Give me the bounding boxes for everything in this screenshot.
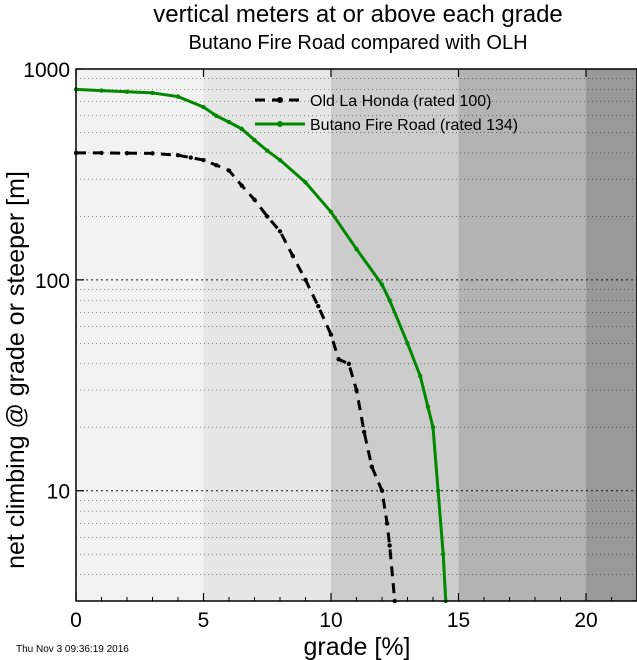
series-1-point-20: [430, 425, 436, 430]
series-1-point-21: [435, 488, 441, 493]
series-0-point-4: [175, 153, 181, 158]
grid-lines: [76, 78, 637, 576]
series-1-point-9: [252, 137, 257, 143]
series-0-point-3: [150, 151, 155, 156]
series-0-point-23: [384, 521, 390, 526]
series-0-point-24: [387, 543, 392, 548]
series-layer: [73, 87, 448, 604]
series-0-point-1: [99, 150, 104, 156]
series-1-point-4: [175, 94, 181, 99]
band-1: [203, 69, 331, 601]
series-1-point-22: [441, 552, 446, 557]
series-1-point-14: [354, 246, 359, 252]
y-axis-label: net climbing @ grade or steeper [m]: [2, 171, 30, 569]
legend: Old La Honda (rated 100) Butano Fire Roa…: [255, 93, 518, 134]
series-1-point-19: [425, 404, 431, 410]
series-1-point-16: [387, 298, 392, 303]
legend-entry-olh: Old La Honda (rated 100): [255, 93, 491, 110]
legend-label-olh: Old La Honda (rated 100): [310, 93, 491, 110]
series-0-point-9: [239, 183, 244, 188]
series-1-point-8: [239, 126, 244, 132]
timestamp-label: Thu Nov 3 09:36:19 2016: [16, 644, 129, 655]
background-bands: [76, 69, 637, 601]
series-1-point-12: [303, 180, 308, 185]
series-0-point-10: [252, 197, 257, 202]
series-1-point-17: [405, 341, 410, 346]
series-1-point-3: [150, 90, 155, 96]
series-1-point-13: [328, 209, 334, 215]
x-tick-label: 0: [70, 609, 82, 632]
series-0-point-8: [226, 168, 232, 173]
legend-marker-olh: [277, 97, 283, 103]
series-0-point-6: [201, 157, 206, 163]
series-1-point-15: [379, 282, 385, 287]
x-tick-label: 10: [319, 609, 342, 632]
series-1-point-18: [418, 373, 423, 379]
series-0-point-2: [124, 150, 130, 156]
band-4: [586, 69, 637, 601]
y-tick-label: 10: [47, 481, 70, 504]
chart-title: vertical meters at or above each grade: [153, 1, 563, 28]
legend-marker-butano: [277, 121, 283, 127]
series-0-point-11: [265, 214, 270, 219]
series-0-point-15: [316, 304, 321, 309]
legend-entry-butano: Butano Fire Road (rated 134): [255, 117, 518, 134]
series-1-point-10: [265, 148, 270, 153]
series-0-point-14: [303, 277, 308, 283]
series-line-1: [75, 87, 448, 602]
x-axis-label: grade [%]: [303, 633, 410, 660]
series-1-point-1: [99, 88, 104, 93]
band-3: [458, 69, 586, 601]
x-tick-label: 20: [574, 609, 597, 632]
y-tick-label: 100: [35, 270, 70, 293]
band-0: [76, 69, 204, 601]
series-0-point-12: [277, 229, 283, 234]
chart-subtitle: Butano Fire Road compared with OLH: [188, 32, 527, 54]
series-0-point-7: [214, 162, 219, 168]
series-1-point-6: [214, 113, 219, 118]
x-tick-label: 15: [447, 609, 470, 632]
legend-label-butano: Butano Fire Road (rated 134): [310, 117, 518, 134]
tick-layer: 0 5 10 15 20 10 100 1000: [23, 59, 612, 632]
series-1-point-5: [201, 104, 206, 110]
series-1-point-2: [124, 89, 130, 94]
series-0-point-18: [346, 361, 352, 366]
y-tick-label: 1000: [23, 59, 70, 82]
series-0-point-16: [328, 332, 334, 337]
series-0-point-20: [361, 429, 367, 435]
series-0-point-21: [369, 464, 374, 469]
series-0-point-22: [379, 488, 385, 493]
band-2: [331, 69, 459, 601]
series-0-point-5: [188, 155, 193, 160]
series-0-point-19: [354, 387, 359, 393]
series-0-point-13: [290, 253, 295, 259]
x-tick-label: 5: [198, 609, 210, 632]
series-0-point-17: [336, 357, 341, 362]
series-1-point-11: [277, 157, 283, 163]
series-1-point-7: [226, 119, 232, 125]
